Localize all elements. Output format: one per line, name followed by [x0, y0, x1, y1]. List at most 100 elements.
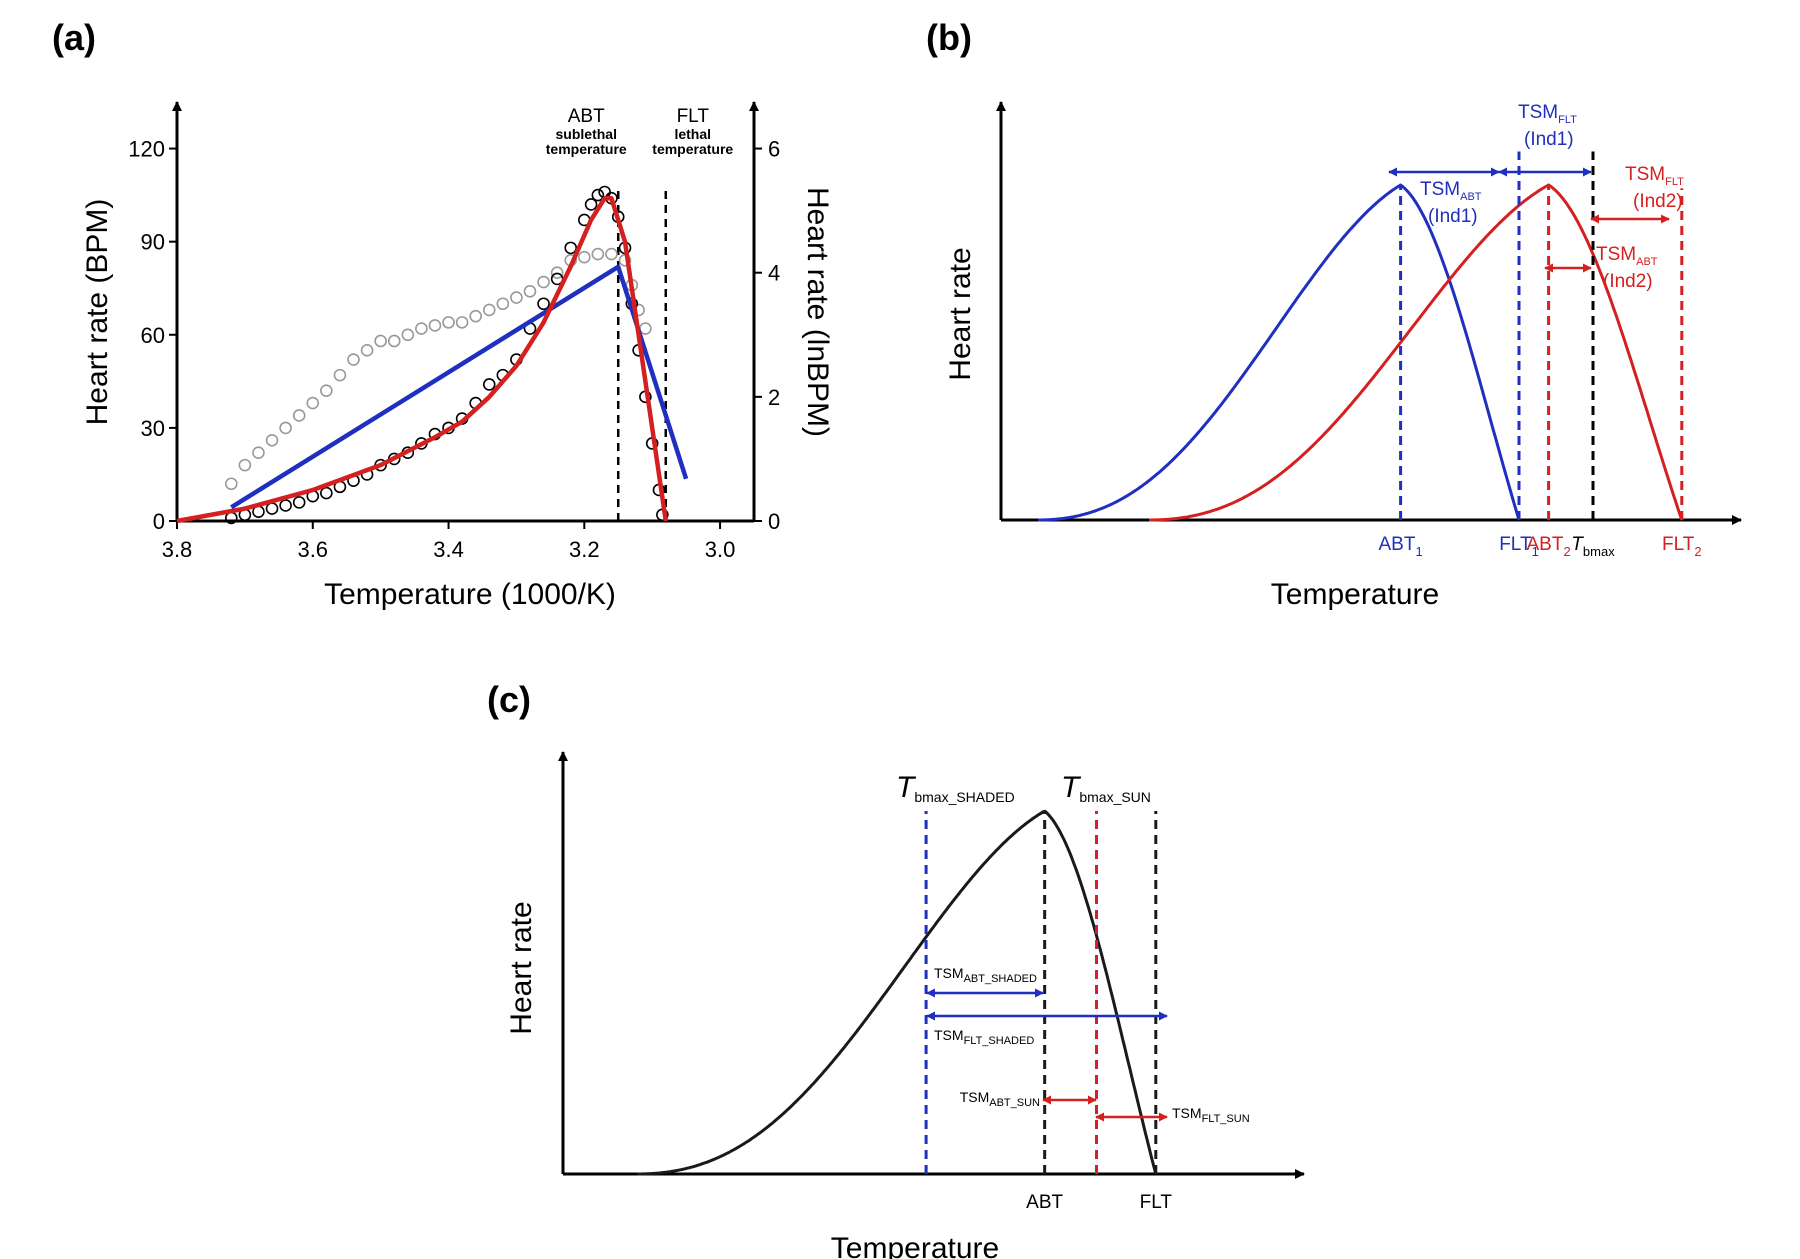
a-data-point: [537, 297, 550, 311]
a-data-point: [591, 188, 605, 202]
a-vline-sub1: sublethal: [556, 126, 617, 142]
a-x-tick-label: 3.2: [569, 537, 600, 562]
b-curve-1: [1038, 183, 1521, 522]
a-y2-tick-label: 6: [768, 137, 780, 162]
a-data-point: [428, 319, 442, 332]
a-data-point: [482, 378, 496, 391]
a-data-point: [387, 334, 401, 348]
c-tsm-flt-shaded-main: TSM: [934, 1027, 964, 1043]
c-tsm-flt-sun-main: TSM: [1172, 1105, 1202, 1121]
b-tsm-abt-ind2-label: TSMABT: [1596, 244, 1658, 268]
a-data-point: [455, 316, 469, 329]
a-data-point: [265, 502, 279, 515]
a-data-point: [442, 316, 455, 329]
a-data-point: [238, 458, 252, 472]
b-tsm-flt-ind2-sub: FLT: [1665, 176, 1684, 188]
a-data-point: [360, 343, 374, 357]
c-tsm-abt-shaded-main: TSM: [934, 965, 964, 981]
a-data-point: [333, 368, 347, 382]
a-data-point: [577, 250, 591, 264]
a-y2-tick-label: 2: [768, 385, 780, 410]
b-y-axis-title: Heart rate: [944, 247, 977, 380]
a-vline-label: ABT: [568, 106, 605, 127]
a-data-point: [605, 247, 618, 261]
c-tsm-flt-sun-label: TSMFLT_SUN: [1172, 1105, 1250, 1125]
a-y-tick-label: 30: [141, 416, 165, 441]
c-curve-1: [637, 809, 1158, 1176]
a-reference-lines: ABTsublethaltemperatureFLTlethaltemperat…: [546, 106, 733, 521]
b-tsm-flt-ind1-main: TSM: [1518, 102, 1558, 123]
panel-a-label: (a): [52, 17, 96, 58]
a-x-ticks: 3.8 3.6 3.4 3.2 3.0: [162, 521, 735, 562]
c-tbmax-shaded-main: T: [896, 771, 917, 804]
c-tbmax-sun-main: T: [1061, 771, 1082, 804]
c-tsm-abt-sun-main: TSM: [960, 1089, 990, 1105]
b-curve-2: [1149, 183, 1684, 522]
a-x-axis-title: Temperature (1000/K): [324, 578, 616, 611]
b-tsm-flt-ind2-label: TSMFLT: [1625, 164, 1684, 188]
b-marker-label: FLT1: [1499, 534, 1539, 559]
c-tsm-abt-shaded-label: TSMABT_SHADED: [934, 965, 1037, 985]
c-tsm-abt-sun-label: TSMABT_SUN: [960, 1089, 1040, 1109]
b-curves: [1038, 183, 1684, 522]
a-data-point: [591, 247, 605, 261]
a-vline-sub2: temperature: [546, 141, 627, 157]
a-y2-tick-label: 4: [768, 261, 780, 286]
a-x-tick-label: 3.6: [297, 537, 328, 562]
a-data-point: [550, 266, 564, 280]
a-data-point: [510, 291, 523, 304]
a-x-tick-label: 3.4: [433, 537, 464, 562]
a-y2-axis-title: Heart rate (lnBPM): [801, 187, 834, 437]
b-tsm-abt-ind1-sub: ABT: [1460, 191, 1482, 203]
a-data-point: [564, 241, 578, 255]
b-tsm-abt-ind1-label: TSMABT: [1420, 179, 1482, 203]
a-data-point: [292, 496, 306, 509]
a-data-point: [279, 499, 292, 512]
a-data-point: [401, 328, 415, 342]
panel-b-label: (b): [926, 17, 972, 58]
a-data-point: [279, 421, 292, 435]
c-marker-label: FLT: [1140, 1192, 1173, 1213]
b-x-axis-title: Temperature: [1271, 578, 1439, 611]
a-data-point: [496, 297, 510, 311]
a-data-point: [347, 353, 360, 366]
b-tsm-abt-ind1-main: TSM: [1420, 179, 1460, 200]
a-data-point: [225, 477, 238, 491]
a-data-point: [415, 322, 428, 335]
a-vline-sub1: lethal: [674, 126, 711, 142]
a-y2-ticks: 0 2 4 6: [754, 137, 780, 534]
a-data-point: [482, 303, 496, 317]
c-curves: [637, 809, 1158, 1176]
c-tbmax-shaded-label: Tbmax_SHADED: [896, 771, 1015, 805]
panel-c-label: (c): [487, 679, 531, 720]
c-y-axis-title: Heart rate: [505, 901, 538, 1034]
a-data-point: [537, 275, 550, 289]
a-y-tick-label: 60: [141, 323, 165, 348]
c-tbmax-sun-sub: bmax_SUN: [1079, 789, 1151, 805]
a-data-point: [252, 446, 265, 460]
b-tsm-flt-ind1-label: TSMFLT: [1518, 102, 1577, 126]
b-tsm-flt-ind2-main: TSM: [1625, 164, 1665, 185]
c-tsm-flt-shaded-sub: FLT_SHADED: [964, 1035, 1035, 1047]
a-data-point: [320, 486, 333, 500]
b-tsm-abt-ind2-sub: ABT: [1636, 256, 1658, 268]
a-data-point: [584, 198, 598, 211]
a-data-point: [374, 334, 387, 348]
b-tsm-abt-ind2-main: TSM: [1596, 244, 1636, 265]
a-data-point: [320, 384, 333, 397]
a-data-point: [598, 185, 611, 199]
a-y-tick-label: 0: [153, 509, 165, 534]
b-marker-label: ABT1: [1379, 534, 1423, 559]
a-y-axis-title: Heart rate (BPM): [81, 199, 114, 426]
a-data-point: [265, 434, 279, 447]
c-tsm-abt-shaded-sub: ABT_SHADED: [964, 973, 1037, 985]
c-marker-label: ABT: [1026, 1192, 1063, 1213]
b-tsm-abt-ind1-ind: (Ind1): [1428, 206, 1478, 227]
a-data-point: [523, 285, 537, 298]
b-marker-label: Tbmax: [1571, 534, 1615, 559]
b-tsm-abt-ind2-ind: (Ind2): [1603, 271, 1653, 292]
b-marker-label: FLT2: [1662, 534, 1702, 559]
